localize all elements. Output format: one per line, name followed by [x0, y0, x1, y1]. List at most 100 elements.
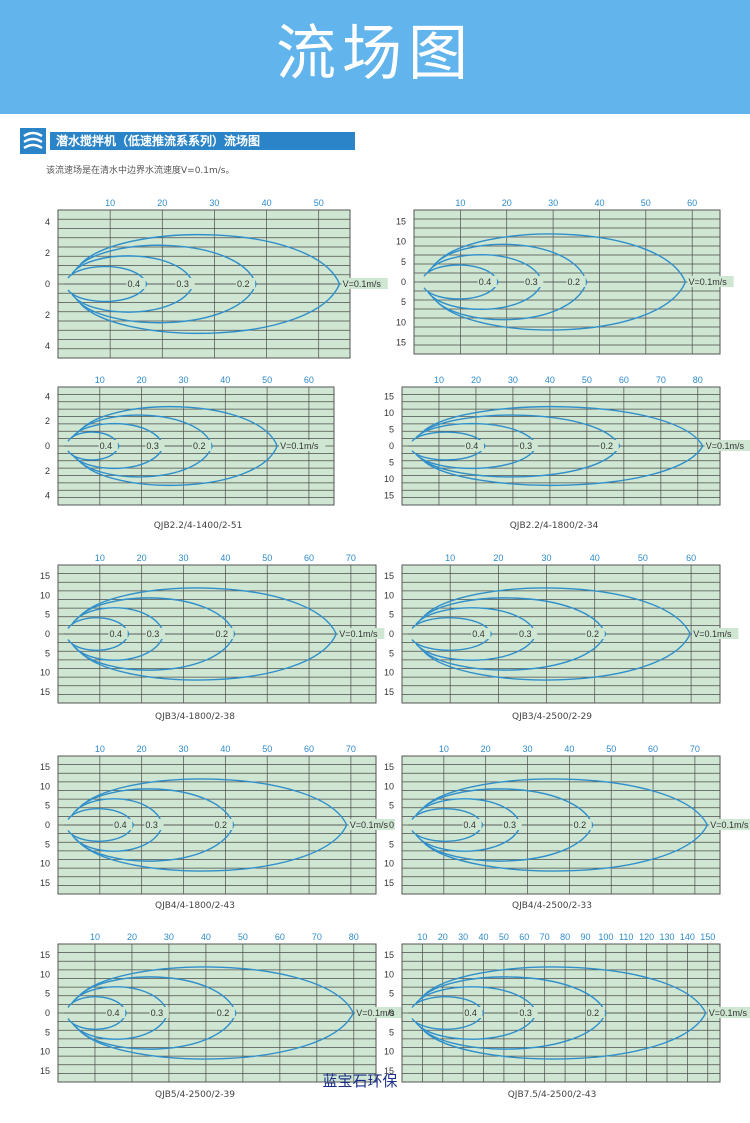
contour-label-bg [279, 440, 326, 451]
y-tick-label: 2 [45, 466, 50, 476]
flow-contour-line [435, 233, 687, 331]
x-tick-label: 10 [417, 932, 427, 942]
contour-label: 0.4 [109, 629, 122, 639]
y-tick-label: 5 [45, 610, 50, 620]
contour-label-bg [108, 628, 128, 639]
contour-label-bg [692, 628, 739, 639]
contour-label-bg [215, 1007, 235, 1018]
y-tick-label: 5 [401, 257, 406, 267]
y-tick-label: 4 [45, 391, 50, 401]
flow-contour-line [67, 431, 120, 461]
x-tick-label: 60 [519, 932, 529, 942]
x-tick-label: 40 [590, 553, 600, 563]
x-tick-label: 20 [137, 553, 147, 563]
y-tick-label: 10 [384, 474, 394, 484]
chart-caption-7: QJB4/4-1800/2-43 [154, 901, 235, 911]
flow-contour-line [419, 414, 621, 478]
flow-contour-line [423, 264, 499, 300]
contour-label-bg [214, 628, 234, 639]
banner: 流场图 [0, 0, 750, 114]
x-tick-label: 50 [262, 744, 272, 754]
contour-label-bg [338, 628, 385, 639]
y-tick-label: 15 [40, 1066, 50, 1076]
contour-label-bg [355, 1007, 402, 1018]
x-tick-label: 40 [220, 375, 230, 385]
contour-label-bg [213, 819, 233, 830]
y-tick-label: 10 [384, 969, 394, 979]
x-tick-label: 30 [164, 932, 174, 942]
contour-label-bg [341, 278, 388, 289]
x-tick-label: 50 [262, 375, 272, 385]
y-tick-label: 10 [396, 237, 406, 247]
contour-label: 0.2 [568, 277, 581, 287]
contour-label: V=0.1m/s [706, 441, 745, 451]
x-tick-label: 140 [680, 932, 695, 942]
x-tick-label: 40 [564, 744, 574, 754]
section-header: 潜水搅拌机（低速推流系系列）流场图 [20, 128, 355, 154]
y-tick-label: 15 [396, 337, 406, 347]
y-tick-label: 0 [401, 277, 406, 287]
y-tick-label: 15 [384, 1066, 394, 1076]
x-tick-label: 110 [619, 932, 633, 942]
x-tick-label: 30 [178, 375, 188, 385]
chart-caption-5: QJB3/4-1800/2-38 [154, 712, 235, 722]
y-tick-label: 0 [389, 629, 394, 639]
x-tick-label: 70 [312, 932, 322, 942]
y-tick-label: 10 [40, 1047, 50, 1057]
contour-label-bg [566, 276, 586, 287]
x-tick-label: 50 [641, 198, 651, 208]
x-tick-label: 150 [700, 932, 715, 942]
x-tick-label: 100 [598, 932, 613, 942]
x-tick-label: 60 [687, 198, 697, 208]
contour-label: V=0.1m/s [709, 1008, 748, 1018]
contour-label: 0.2 [601, 441, 614, 451]
x-tick-label: 40 [479, 932, 489, 942]
contour-label-bg [462, 819, 482, 830]
chart-caption-10: QJB7.5/4-2500/2-43 [507, 1090, 597, 1100]
x-tick-label: 20 [438, 932, 448, 942]
x-tick-label: 70 [690, 744, 700, 754]
y-tick-label: 10 [396, 317, 406, 327]
y-tick-label: 15 [384, 687, 394, 697]
contour-label-bg [518, 1007, 538, 1018]
contour-label: 0.3 [525, 277, 538, 287]
contour-label: V=0.1m/s [280, 441, 319, 451]
x-tick-label: 60 [275, 932, 285, 942]
flow-contour-line [79, 233, 341, 335]
x-tick-label: 10 [434, 375, 444, 385]
y-tick-label: 15 [396, 217, 406, 227]
flow-contour-line [423, 966, 707, 1060]
contour-label: 0.2 [587, 1008, 600, 1018]
x-tick-label: 90 [580, 932, 590, 942]
contour-label: V=0.1m/s [710, 820, 749, 830]
y-tick-label: 15 [40, 950, 50, 960]
y-tick-label: 2 [45, 310, 50, 320]
y-tick-label: 15 [384, 391, 394, 401]
contour-label: V=0.1m/s [693, 629, 732, 639]
contour-label: 0.2 [217, 1008, 230, 1018]
y-tick-label: 15 [384, 491, 394, 501]
flow-contour-line [67, 617, 130, 651]
contour-label-bg [145, 440, 165, 451]
chart-caption-3: QJB2.2/4-1400/2-51 [153, 521, 243, 531]
contour-label-bg [477, 276, 497, 287]
flow-contour-line [411, 808, 484, 842]
contour-label: V=0.1m/s [688, 277, 727, 287]
flow-contour-line [79, 966, 355, 1060]
contour-label-bg [464, 440, 484, 451]
flow-contour-line [75, 244, 257, 324]
contour-label-bg [348, 819, 395, 830]
chart-caption-6: QJB3/4-2500/2-29 [511, 712, 592, 722]
y-tick-label: 0 [389, 820, 394, 830]
contour-label: 0.4 [114, 820, 127, 830]
contour-label: 0.2 [587, 629, 600, 639]
flow-contour-line [79, 587, 338, 681]
x-tick-label: 10 [105, 198, 115, 208]
x-tick-label: 50 [582, 375, 592, 385]
y-tick-label: 5 [389, 458, 394, 468]
chart-caption-8: QJB4/4-2500/2-33 [511, 901, 592, 911]
y-tick-label: 15 [40, 878, 50, 888]
